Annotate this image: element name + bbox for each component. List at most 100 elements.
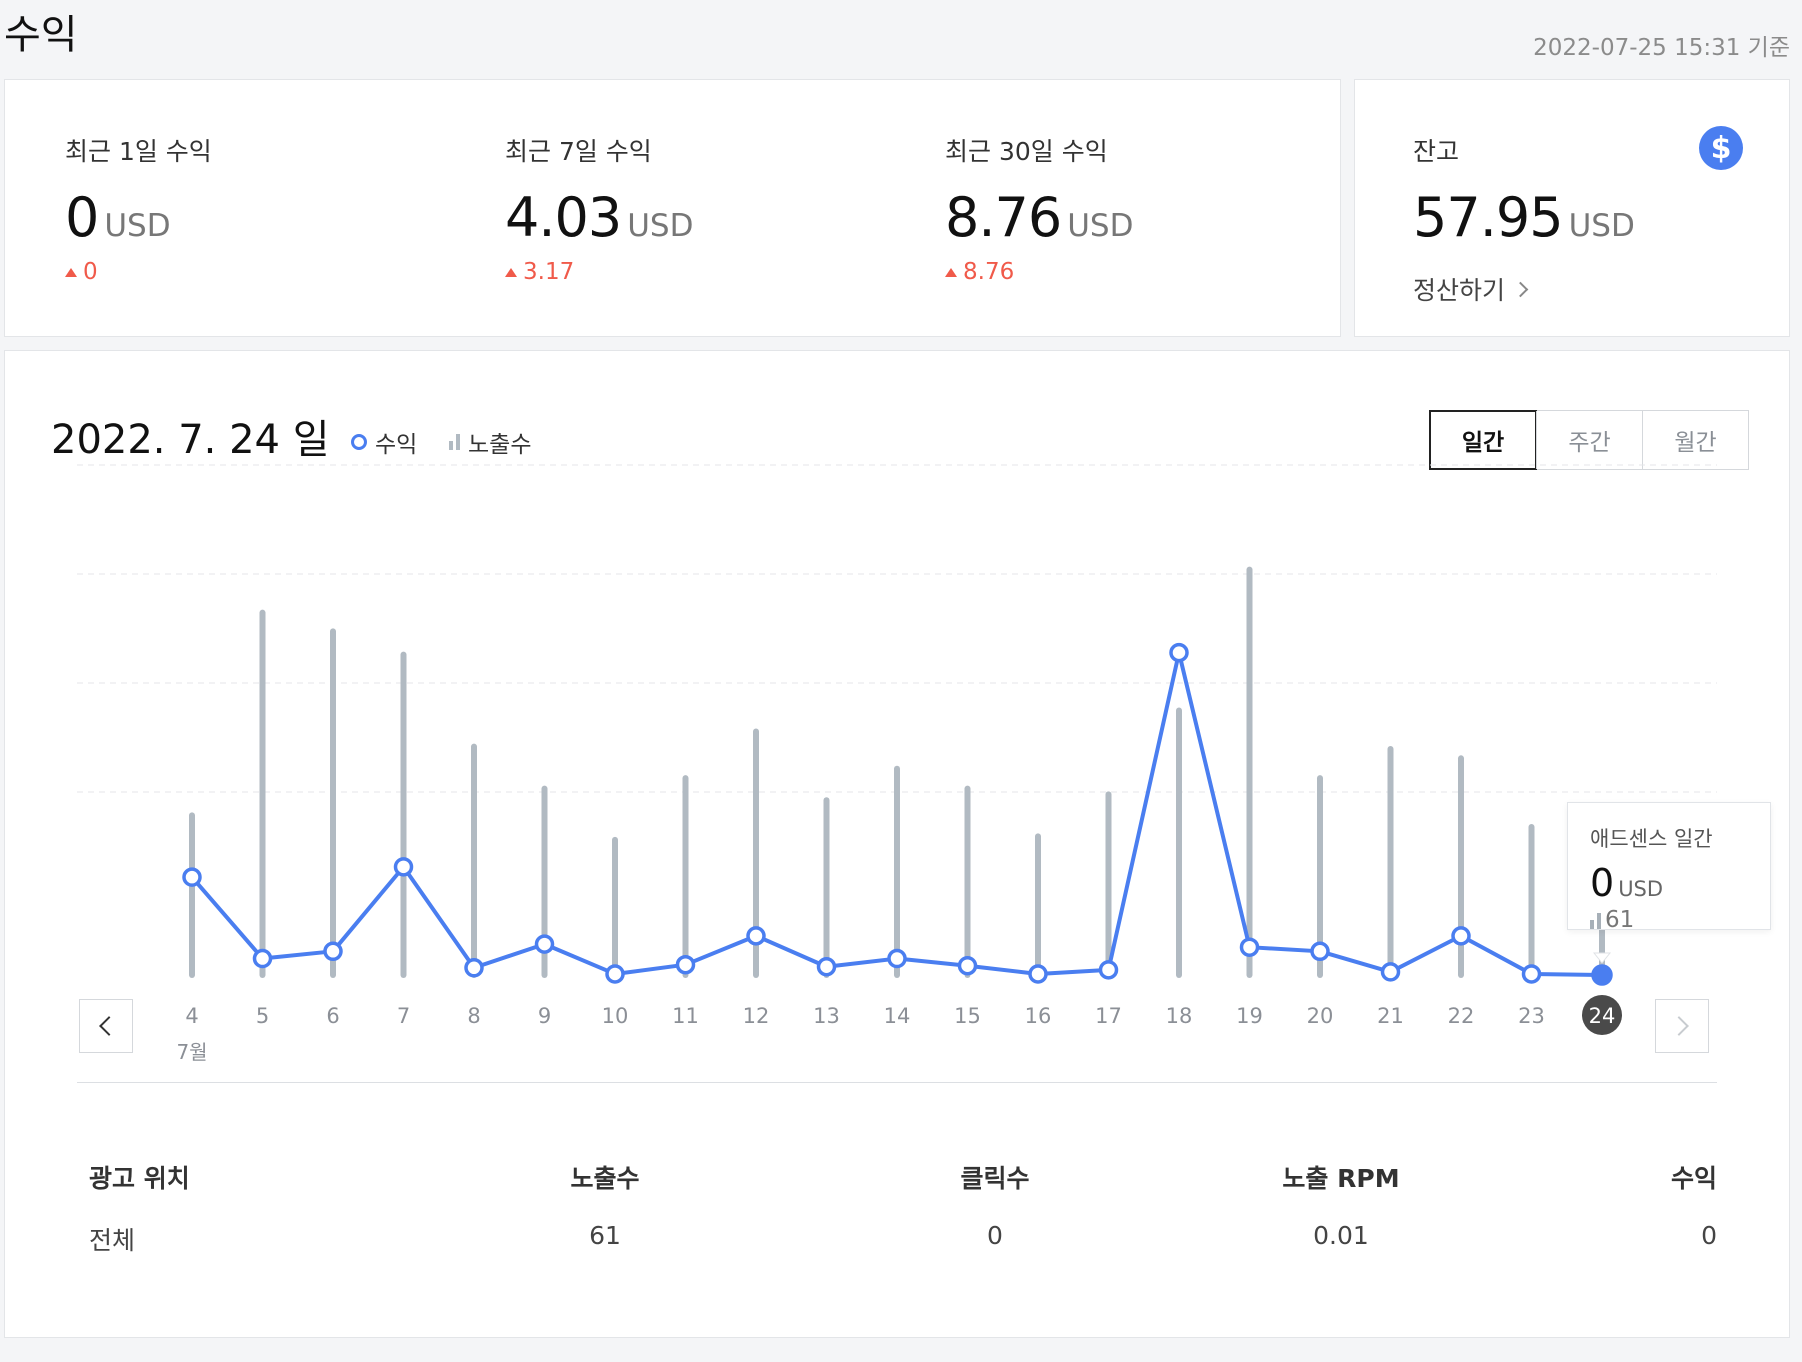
table-cell: 0.01	[1313, 1221, 1369, 1250]
column-header: 클릭수	[960, 1164, 1030, 1193]
revenue-point	[957, 955, 978, 976]
x-tick-label: 23	[1518, 1004, 1545, 1028]
x-tick-label: 10	[602, 1004, 629, 1028]
stat-label: 최근 30일 수익	[945, 137, 1108, 166]
tooltip-title: 애드센스 일간	[1590, 827, 1713, 851]
table-header-row: 광고 위치 노출수 클릭수 노출 RPM 수익	[85, 1159, 1717, 1221]
stat-change: 0	[65, 259, 212, 285]
revenue-point-selected	[1591, 964, 1613, 986]
revenue-point	[816, 957, 837, 977]
bar-chart-icon	[449, 434, 460, 450]
chart-date: 2022. 7. 24 일	[51, 417, 330, 463]
x-tick-label: 13	[813, 1004, 840, 1028]
stat-number: 0	[65, 186, 99, 249]
tooltip-unit: USD	[1618, 877, 1664, 901]
stat-number: 8.76	[945, 186, 1062, 249]
chevron-right-icon	[1669, 1016, 1689, 1036]
settle-label: 정산하기	[1413, 276, 1506, 305]
balance: 잔고 57.95 USD 정산하기	[1413, 132, 1635, 307]
x-tick-label: 7	[397, 1004, 410, 1028]
column-header: 노출수	[570, 1164, 640, 1193]
stat-change-value: 3.17	[523, 259, 575, 285]
increase-arrow-icon	[945, 267, 957, 277]
legend-revenue-label: 수익	[375, 432, 418, 458]
revenue-point	[887, 948, 907, 969]
x-tick-label: 17	[1095, 1004, 1122, 1028]
settle-link[interactable]: 정산하기	[1413, 271, 1635, 307]
balance-unit: USD	[1568, 208, 1635, 244]
bar-chart-icon	[1590, 913, 1601, 929]
revenue-point	[393, 857, 414, 877]
tooltip-number: 0	[1590, 861, 1615, 905]
legend-impressions: 노출수	[449, 425, 531, 459]
tooltip-impressions-value: 61	[1605, 907, 1635, 933]
revenue-point	[323, 941, 343, 962]
tooltip-value: 0 USD	[1590, 861, 1748, 905]
stat-unit: USD	[1067, 208, 1134, 244]
stat-label: 최근 7일 수익	[505, 137, 652, 166]
x-tick-label: 12	[743, 1004, 770, 1028]
revenue-point	[1169, 642, 1189, 663]
revenue-point	[1098, 960, 1119, 980]
x-tick-label: 24	[1589, 1004, 1616, 1028]
table-cell: 전체	[89, 1226, 136, 1255]
tooltip-pointer	[1592, 952, 1612, 964]
revenue-point	[1239, 937, 1260, 957]
chart-tooltip: 애드센스 일간 0 USD 61	[1567, 802, 1771, 933]
next-period-button[interactable]	[1655, 999, 1709, 1053]
x-tick-label: 14	[884, 1004, 911, 1028]
x-tick-label: 22	[1448, 1004, 1475, 1028]
month-label: 7월	[176, 1040, 207, 1064]
stat-1day: 최근 1일 수익 0 USD 0	[65, 132, 212, 285]
x-tick-label: 18	[1166, 1004, 1193, 1028]
stat-value: 4.03 USD	[505, 186, 693, 249]
dollar-icon: $	[1699, 126, 1743, 170]
page-title: 수익	[4, 12, 78, 58]
revenue-point	[252, 948, 273, 969]
column-header: 노출 RPM	[1282, 1164, 1400, 1193]
balance-number: 57.95	[1413, 186, 1564, 249]
balance-card: $ 잔고 57.95 USD 정산하기	[1354, 79, 1790, 337]
revenue-point	[182, 867, 202, 887]
stat-label: 최근 1일 수익	[65, 137, 212, 166]
revenue-point	[675, 954, 696, 975]
x-tick-label: 9	[538, 1004, 551, 1028]
tab-weekly[interactable]: 주간	[1536, 411, 1642, 469]
table-cell: 61	[589, 1221, 621, 1250]
prev-period-button[interactable]	[79, 999, 133, 1053]
daily-chart-card: 2022. 7. 24 일 수익 노출수 일간 주간 월간 4 5 6 7 8 9 10 11…	[4, 350, 1790, 1338]
table-row: 전체 61 0 0.01 0	[85, 1221, 1717, 1283]
x-tick-label: 19	[1236, 1004, 1263, 1028]
data-timestamp: 2022-07-25 15:31 기준	[1533, 35, 1790, 61]
selected-day-badge	[1582, 995, 1622, 1035]
x-tick-label: 8	[467, 1004, 480, 1028]
x-tick-label: 16	[1025, 1004, 1052, 1028]
stat-value: 8.76 USD	[945, 186, 1133, 249]
revenue-point	[1310, 941, 1330, 962]
x-tick-label: 21	[1377, 1004, 1404, 1028]
table-cell: 0	[1701, 1221, 1717, 1250]
increase-arrow-icon	[65, 267, 77, 277]
stat-unit: USD	[104, 208, 171, 244]
revenue-legend-icon	[351, 434, 367, 450]
revenue-point	[1028, 964, 1048, 984]
x-tick-label: 6	[326, 1004, 339, 1028]
recent-revenue-card: 최근 1일 수익 0 USD 0 최근 7일 수익 4.03 USD 3.17 최근…	[4, 79, 1341, 337]
tab-monthly[interactable]: 월간	[1642, 411, 1748, 469]
revenue-point	[1451, 926, 1471, 946]
stat-change: 3.17	[505, 259, 693, 285]
revenue-point	[464, 958, 484, 978]
stat-30day: 최근 30일 수익 8.76 USD 8.76	[945, 132, 1133, 285]
chevron-right-icon	[1512, 281, 1529, 297]
column-header: 수익	[1670, 1164, 1717, 1193]
tab-daily[interactable]: 일간	[1429, 410, 1537, 470]
x-tick-label: 5	[256, 1004, 269, 1028]
legend-revenue: 수익	[351, 425, 417, 459]
stat-value: 0 USD	[65, 186, 212, 249]
revenue-point	[605, 964, 625, 984]
legend-impressions-label: 노출수	[468, 432, 532, 458]
stat-number: 4.03	[505, 186, 622, 249]
x-tick-label: 20	[1307, 1004, 1334, 1028]
increase-arrow-icon	[505, 267, 517, 277]
